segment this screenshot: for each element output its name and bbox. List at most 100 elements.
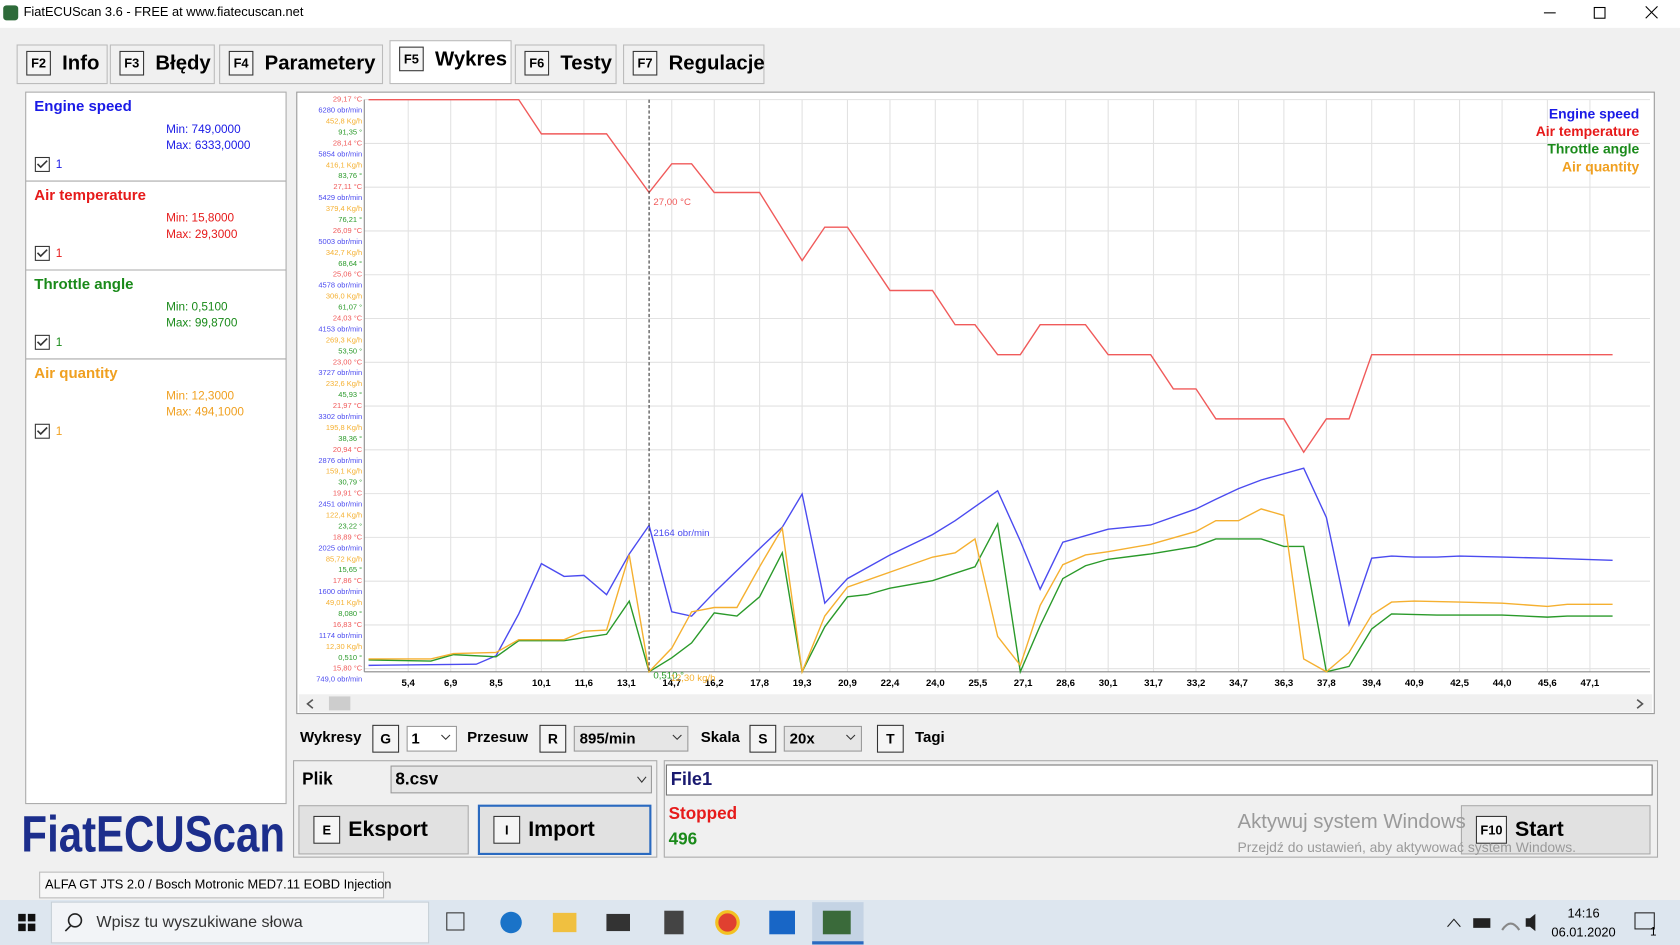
key-box [119,50,145,76]
y-tick-label: 1600 obr/min [318,587,362,596]
y-tick-label: 15,80 °C [333,664,363,673]
checkbox-label: 1 [56,247,63,260]
close[interactable] [1645,6,1658,19]
window-title: FiatECUScan 3.6 - FREE at www.fiatecusca… [24,4,304,19]
label: Plik [302,769,333,789]
y-tick-label: 749,0 obr/min [316,675,362,684]
series-max: Max: 29,3000 [166,228,238,241]
checkmark [36,338,48,347]
y-tick-label: 3727 obr/min [318,368,362,377]
scroll-left[interactable] [306,699,314,709]
y-tick-label: 4578 obr/min [318,281,362,290]
tray-arrow[interactable] [1447,918,1461,928]
y-tick-label: 25,06 °C [333,270,363,279]
fiatecuscan-icon[interactable] [822,910,851,935]
key-box [749,724,777,753]
series-line [368,467,1613,667]
tab-label: Parametery [265,53,377,75]
tab-label: Info [62,53,99,75]
file-select[interactable] [390,765,652,794]
search-box[interactable] [50,901,430,944]
checkmark [36,160,48,169]
y-tick-label: 68,64 ° [338,259,362,268]
y-tick-label: 269,3 Kg/h [326,335,362,344]
key-label: S [758,730,767,746]
series-cards: Engine speed Min: 749,0000 Max: 6333,0000 1… [25,98,287,439]
name-field[interactable] [665,764,1653,796]
select-value: 895/min [580,730,636,747]
select[interactable] [783,725,862,752]
button-label: Start [1515,817,1564,841]
checkmark [36,426,48,436]
wifi[interactable] [1501,922,1521,931]
state: Stopped [669,803,738,823]
watermark-title: Aktywuj system Windows [1238,811,1466,833]
series-line [368,98,1613,454]
y-tick-label: 85,72 Kg/h [326,554,362,563]
y-tick-label: 0,510 ° [338,653,362,662]
task-view[interactable] [446,912,465,931]
chart-frame [296,91,1655,715]
file-group [293,760,658,858]
y-tick-label: 17,86 °C [333,576,363,585]
x-tick-label: 39,4 [1362,678,1381,689]
clock-time: 14:16 [1567,905,1599,920]
series-max: Max: 494,1000 [166,406,244,419]
status-group [663,760,1659,858]
y-tick-label: 76,21 ° [338,215,362,224]
select[interactable] [573,725,689,752]
select[interactable] [406,725,457,752]
cursor-label: 27,00 °C [653,197,691,208]
x-tick-label: 28,6 [1056,678,1075,689]
series-name: Engine speed [34,98,132,115]
notifications[interactable] [1634,912,1655,930]
mail-icon[interactable] [606,913,630,932]
y-tick-label: 12,30 Kg/h [326,642,362,651]
scrollbar[interactable] [298,694,1653,713]
x-tick-label: 16,2 [705,678,724,689]
key-label: R [548,730,558,746]
explorer-icon[interactable] [552,912,577,933]
key-label: F7 [638,56,653,71]
y-tick-label: 61,07 ° [338,303,362,312]
series-name: Throttle angle [34,276,133,293]
y-tick-label: 159,1 Kg/h [326,467,362,476]
y-tick-label: 83,76 ° [338,171,362,180]
x-tick-label: 25,5 [968,678,987,689]
checkmark [36,249,48,258]
app-icon[interactable] [769,910,795,935]
key-label: F5 [404,51,419,66]
cursor-label: 0,510 ° [653,671,684,682]
x-tick-label: 17,8 [750,678,769,689]
key-label: F2 [31,56,46,71]
edge-icon[interactable] [500,911,522,934]
tab-strip: F2 Info F3 Błędy F4 Parametery F5 Wykres F6 Testy… [16,40,765,85]
y-tick-label: 19,91 °C [333,489,363,498]
button-label: Eksport [348,817,428,841]
label: Wykresy [300,729,362,746]
y-tick-label: 122,4 Kg/h [326,510,362,519]
scroll-thumb[interactable] [328,696,351,711]
start-button[interactable] [18,913,36,932]
x-tick-label: 22,4 [881,678,900,689]
key-label: E [322,822,331,837]
tab[interactable] [16,44,108,85]
key-box [228,50,254,76]
chrome-icon[interactable] [715,910,740,935]
key-label: I [505,822,509,837]
x-tick-label: 44,0 [1493,678,1512,689]
battery[interactable] [1473,918,1491,928]
maximize[interactable] [1593,6,1606,19]
clock-date: 06.01.2020 [1551,925,1615,940]
x-tick-label: 40,9 [1405,678,1424,689]
volume[interactable] [1525,913,1536,932]
notification-count: 1 [1650,925,1657,938]
status-cell [39,871,385,899]
x-tick-label: 47,1 [1581,678,1600,689]
scroll-right[interactable] [1636,699,1644,709]
key-box [26,50,51,76]
cursor-label: 12,30 kg/h [671,673,716,684]
calculator-icon[interactable] [664,910,684,935]
key-box [632,50,658,76]
